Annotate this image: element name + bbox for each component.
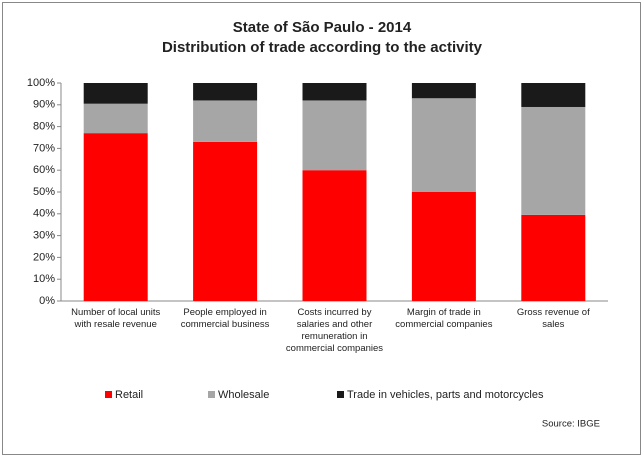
x-tick-label: Costs incurred by salaries and other rem…: [285, 307, 384, 354]
bar-segment: [193, 141, 258, 301]
bar-segment: [193, 83, 258, 101]
bar-segment: [302, 100, 367, 171]
legend-swatch: [337, 391, 344, 398]
y-tick-label: 80%: [33, 121, 55, 133]
chart-subtitle: Distribution of trade according to the a…: [162, 39, 483, 56]
x-tick-label-box: Margin of trade in commercial companies: [395, 307, 493, 330]
y-tick-label: 10%: [33, 273, 55, 285]
bar-segment: [411, 192, 476, 301]
bar-segment: [83, 83, 148, 104]
y-tick-label: 50%: [33, 186, 55, 198]
y-tick-label: 90%: [33, 99, 55, 111]
bar-segment: [411, 98, 476, 192]
y-tick-label: 60%: [33, 164, 55, 176]
x-tick-label-box: People employed in commercial business: [180, 307, 270, 330]
y-tick-label: 70%: [33, 142, 55, 154]
legend-label: Retail: [115, 389, 143, 401]
legend-label: Trade in vehicles, parts and motorcycles: [347, 389, 544, 401]
x-tick-label-box: Number of local units with resale revenu…: [71, 307, 161, 330]
y-tick-label: 20%: [33, 251, 55, 263]
x-tick-label: People employed in commercial business: [180, 307, 270, 330]
bar-segment: [193, 100, 258, 142]
x-tick-label: Margin of trade in commercial companies: [395, 307, 493, 330]
y-tick-label: 100%: [27, 77, 55, 89]
bar-segment: [521, 83, 586, 107]
bar-segment: [302, 170, 367, 301]
legend-label: Wholesale: [218, 389, 269, 401]
y-tick-label: 30%: [33, 230, 55, 242]
x-tick-label-box: Costs incurred by salaries and other rem…: [285, 307, 384, 354]
source: Source: IBGE: [542, 419, 600, 430]
chart-title: State of São Paulo - 2014: [233, 19, 412, 36]
bar-segment: [83, 103, 148, 134]
legend-swatch: [208, 391, 215, 398]
bar-segment: [411, 83, 476, 99]
x-tick-label: Gross revenue of sales: [516, 307, 590, 330]
bar-segment: [302, 83, 367, 101]
bar-segment: [521, 106, 586, 215]
y-tick-label: 0%: [39, 295, 55, 307]
x-tick-label-box: Gross revenue of sales: [516, 307, 590, 330]
x-tick-label: Number of local units with resale revenu…: [71, 307, 161, 330]
legend-swatch: [105, 391, 112, 398]
y-tick-label: 40%: [33, 208, 55, 220]
bar-segment: [521, 214, 586, 301]
bar-segment: [83, 133, 148, 301]
